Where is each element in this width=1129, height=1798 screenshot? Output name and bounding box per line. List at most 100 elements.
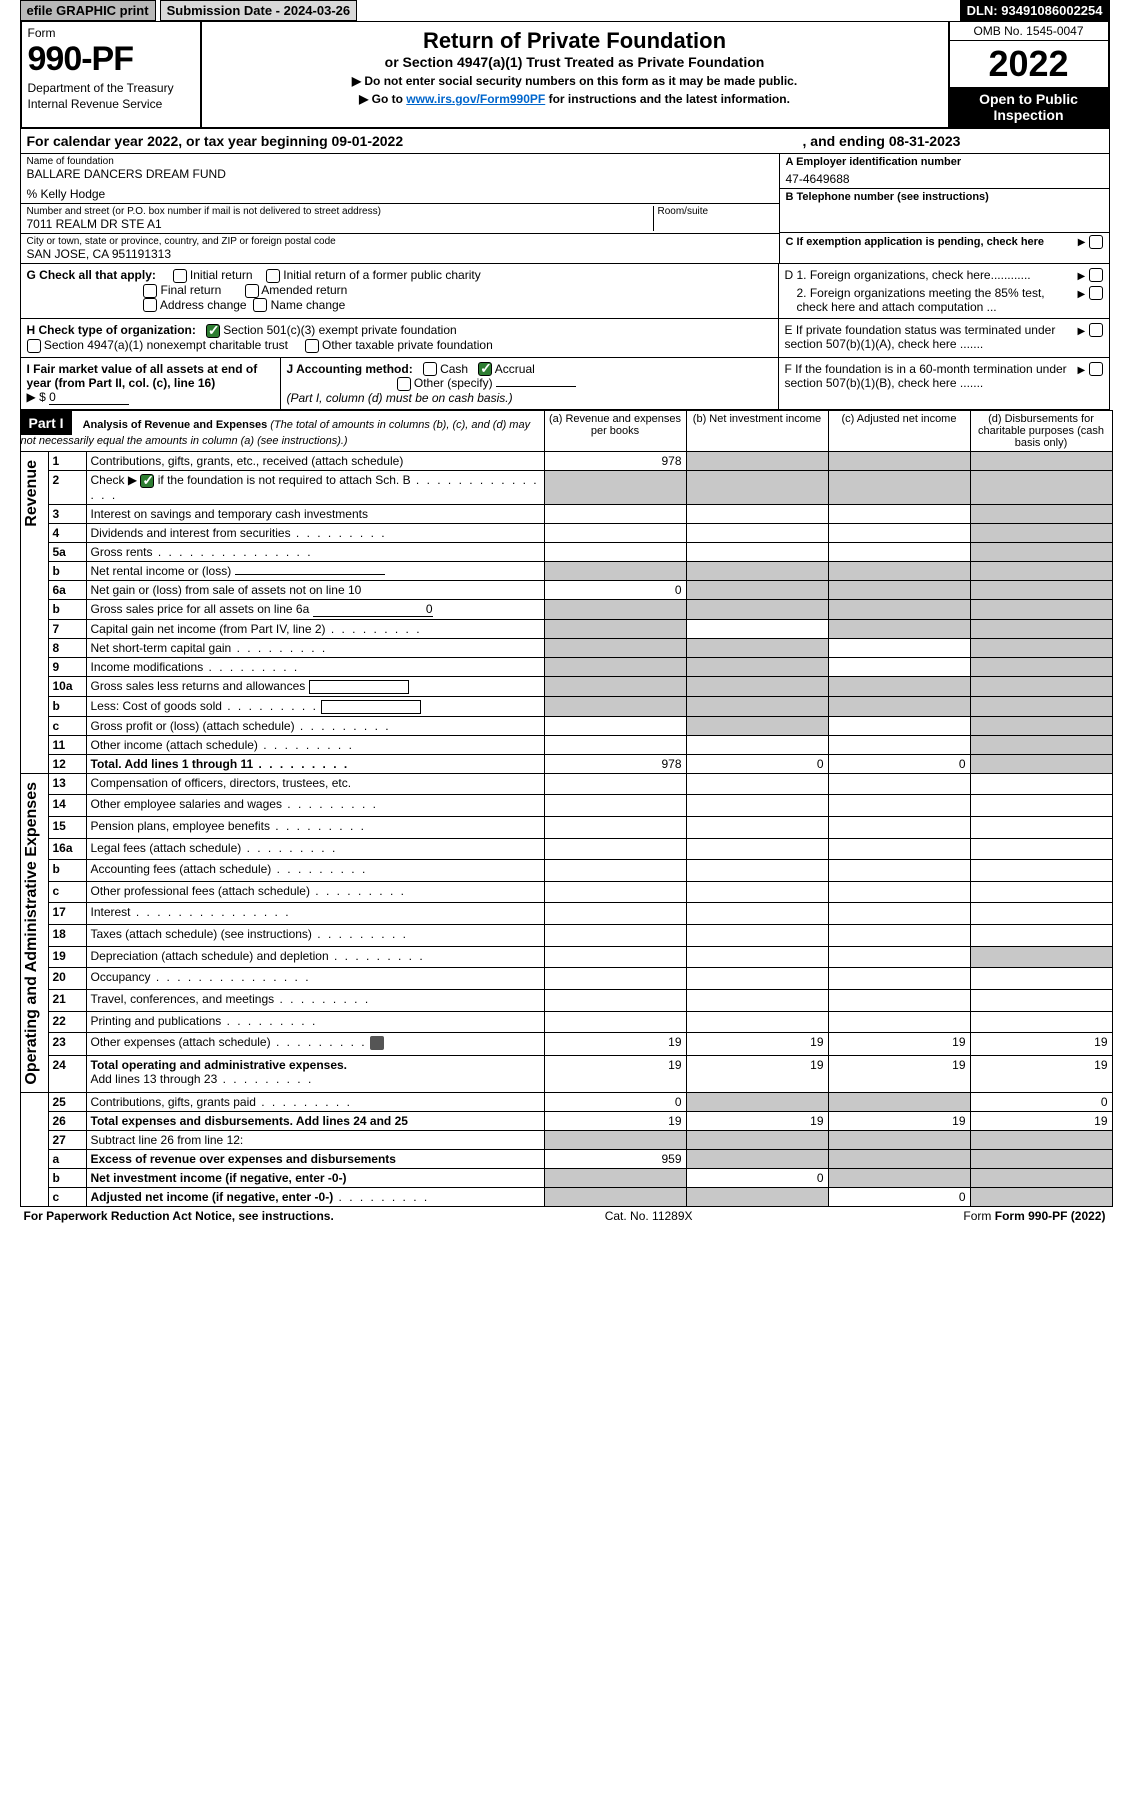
l12-a: 978 <box>544 754 686 773</box>
line-18: Taxes (attach schedule) (see instruction… <box>86 925 544 947</box>
line-1: Contributions, gifts, grants, etc., rece… <box>86 452 544 471</box>
pra-notice: For Paperwork Reduction Act Notice, see … <box>24 1209 334 1223</box>
line-3: Interest on savings and temporary cash i… <box>86 505 544 524</box>
cash-checkbox[interactable] <box>423 362 437 376</box>
form-number: 990-PF <box>28 40 194 79</box>
ein: 47-4649688 <box>786 172 1103 186</box>
line-7: Capital gain net income (from Part IV, l… <box>86 620 544 639</box>
cal-year-begin: For calendar year 2022, or tax year begi… <box>27 133 803 149</box>
footer-form: Form Form 990-PF (2022) <box>963 1209 1105 1223</box>
efile-badge[interactable]: efile GRAPHIC print <box>20 0 156 21</box>
calendar-year-row: For calendar year 2022, or tax year begi… <box>20 129 1110 154</box>
l1-a: 978 <box>544 452 686 471</box>
part1-badge: Part I <box>21 411 72 435</box>
line-5b: Net rental income or (loss) <box>86 562 544 581</box>
section-h-e: H Check type of organization: Section 50… <box>20 319 1110 358</box>
line-15: Pension plans, employee benefits <box>86 817 544 839</box>
instructions-link[interactable]: www.irs.gov/Form990PF <box>406 92 545 106</box>
other-taxable-checkbox[interactable] <box>305 339 319 353</box>
line-19: Depreciation (attach schedule) and deple… <box>86 946 544 968</box>
form-year-block: OMB No. 1545-0047 2022 Open to Public In… <box>948 22 1108 127</box>
form-note-ssn: ▶ Do not enter social security numbers o… <box>210 74 940 88</box>
exemption-pending-checkbox[interactable] <box>1089 235 1103 249</box>
form-word: Form <box>28 26 194 40</box>
line-9: Income modifications <box>86 658 544 677</box>
line-27b: Net investment income (if negative, ente… <box>86 1169 544 1188</box>
name-change-checkbox[interactable] <box>253 298 267 312</box>
final-return-checkbox[interactable] <box>143 284 157 298</box>
e-checkbox[interactable] <box>1089 323 1103 337</box>
l12-b: 0 <box>686 754 828 773</box>
address-change-checkbox[interactable] <box>143 298 157 312</box>
attachment-icon[interactable] <box>370 1036 384 1050</box>
f-checkbox[interactable] <box>1089 362 1103 376</box>
address-label: Number and street (or P.O. box number if… <box>27 206 653 217</box>
form-note-link: ▶ Go to www.irs.gov/Form990PF for instru… <box>210 92 940 106</box>
city-label: City or town, state or province, country… <box>27 236 773 247</box>
initial-return-checkbox[interactable] <box>173 269 187 283</box>
d2-checkbox[interactable] <box>1089 286 1103 300</box>
top-bar: efile GRAPHIC print Submission Date - 20… <box>20 0 1110 21</box>
form-title: Return of Private Foundation <box>210 28 940 54</box>
line-27: Subtract line 26 from line 12: <box>86 1131 544 1150</box>
subdate-label: Submission Date - <box>167 3 284 18</box>
line-6a: Net gain or (loss) from sale of assets n… <box>86 581 544 600</box>
revenue-sidebar: Revenue <box>21 452 43 535</box>
section-i-j-f: I Fair market value of all assets at end… <box>20 358 1110 411</box>
other-method-checkbox[interactable] <box>397 377 411 391</box>
line-13: Compensation of officers, directors, tru… <box>86 773 544 795</box>
section-g: G Check all that apply: Initial return I… <box>21 264 779 318</box>
dept-treasury: Department of the Treasury <box>28 81 194 95</box>
l6a-a: 0 <box>544 581 686 600</box>
entity-info: Name of foundation BALLARE DANCERS DREAM… <box>20 154 1110 264</box>
4947-checkbox[interactable] <box>27 339 41 353</box>
l12-c: 0 <box>828 754 970 773</box>
col-c-header: (c) Adjusted net income <box>828 411 970 452</box>
opex-sidebar: Operating and Administrative Expenses <box>21 774 43 1093</box>
line-16a: Legal fees (attach schedule) <box>86 838 544 860</box>
line-6b: Gross sales price for all assets on line… <box>86 600 544 620</box>
line-26: Total expenses and disbursements. Add li… <box>86 1112 544 1131</box>
open-to-public: Open to Public Inspection <box>950 87 1108 127</box>
col-a-header: (a) Revenue and expenses per books <box>544 411 686 452</box>
arrow-icon <box>1077 323 1085 351</box>
accrual-checkbox[interactable] <box>478 362 492 376</box>
line-24: Total operating and administrative expen… <box>86 1055 544 1093</box>
h-label: H Check type of organization: <box>27 323 196 337</box>
e-label: E If private foundation status was termi… <box>785 323 1078 351</box>
f-label: F If the foundation is in a 60-month ter… <box>785 362 1078 390</box>
line-17: Interest <box>86 903 544 925</box>
arrow-icon <box>1077 362 1085 390</box>
line-27a: Excess of revenue over expenses and disb… <box>86 1150 544 1169</box>
section-g-d: G Check all that apply: Initial return I… <box>20 264 1110 319</box>
footer: For Paperwork Reduction Act Notice, see … <box>20 1207 1110 1225</box>
col-d-header: (d) Disbursements for charitable purpose… <box>970 411 1112 452</box>
ein-label: A Employer identification number <box>786 156 1103 168</box>
amended-return-checkbox[interactable] <box>245 284 259 298</box>
i-label: I Fair market value of all assets at end… <box>27 362 258 390</box>
omb-number: OMB No. 1545-0047 <box>950 22 1108 41</box>
line-20: Occupancy <box>86 968 544 990</box>
line-10a: Gross sales less returns and allowances <box>86 677 544 697</box>
d1-label: D 1. Foreign organizations, check here..… <box>785 268 1078 282</box>
schb-not-required-checkbox[interactable] <box>140 474 154 488</box>
submission-date: Submission Date - 2024-03-26 <box>160 0 358 21</box>
section-d: D 1. Foreign organizations, check here..… <box>779 264 1109 318</box>
section-i: I Fair market value of all assets at end… <box>21 358 281 410</box>
d1-checkbox[interactable] <box>1089 268 1103 282</box>
dln-label: DLN: <box>967 3 1002 18</box>
initial-former-checkbox[interactable] <box>266 269 280 283</box>
501c3-checkbox[interactable] <box>206 324 220 338</box>
tax-year: 2022 <box>950 41 1108 87</box>
line-22: Printing and publications <box>86 1011 544 1033</box>
telephone-label: B Telephone number (see instructions) <box>786 191 1103 203</box>
address: 7011 REALM DR STE A1 <box>27 217 653 231</box>
form-id-block: Form 990-PF Department of the Treasury I… <box>22 22 202 127</box>
line-2: Check ▶ if the foundation is not require… <box>86 471 544 505</box>
dln-value: 93491086002254 <box>1001 3 1102 18</box>
line-5a: Gross rents <box>86 543 544 562</box>
form-subtitle: or Section 4947(a)(1) Trust Treated as P… <box>210 54 940 70</box>
line-16c: Other professional fees (attach schedule… <box>86 881 544 903</box>
foundation-name-label: Name of foundation <box>27 156 773 167</box>
line-23: Other expenses (attach schedule) <box>86 1033 544 1056</box>
